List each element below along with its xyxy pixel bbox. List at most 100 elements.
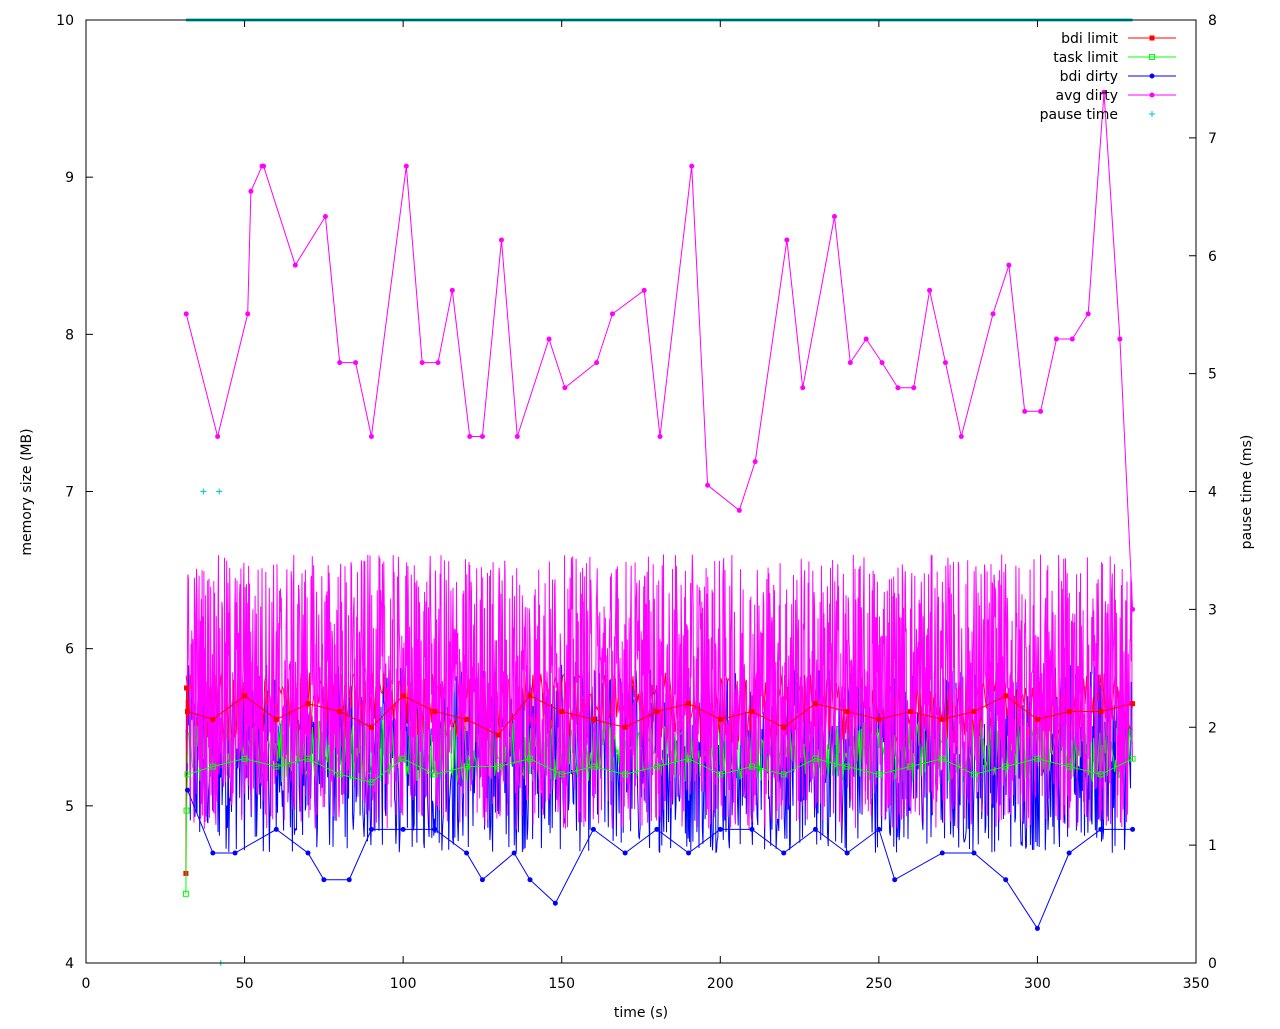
data-point	[432, 826, 438, 832]
data-point	[911, 385, 917, 391]
legend-item: bdi limit	[1061, 31, 1176, 47]
x-tick-label: 250	[865, 976, 892, 992]
data-point	[232, 850, 238, 856]
data-point	[784, 237, 790, 243]
data-point	[400, 693, 406, 699]
data-point	[958, 433, 964, 439]
data-point	[1149, 35, 1155, 41]
y2-tick-label: 8	[1208, 13, 1217, 29]
data-point	[622, 724, 628, 730]
data-point	[215, 433, 221, 439]
data-point	[464, 716, 470, 722]
x-tick-label: 200	[707, 976, 734, 992]
legend-item: bdi dirty	[1060, 69, 1176, 85]
data-point	[182, 890, 189, 897]
legend-item: pause time	[1040, 107, 1155, 123]
data-point	[590, 763, 597, 770]
data-point	[653, 763, 660, 770]
data-point	[562, 385, 568, 391]
data-point	[210, 850, 216, 856]
data-point	[322, 213, 328, 219]
y2-tick-label: 7	[1208, 131, 1217, 147]
data-point	[590, 716, 596, 722]
data-point	[495, 732, 501, 738]
data-point	[780, 771, 787, 778]
data-point	[464, 850, 470, 856]
data-point	[812, 701, 818, 707]
data-point	[495, 763, 502, 770]
data-point	[927, 287, 933, 293]
data-point	[273, 716, 279, 722]
data-point	[261, 163, 267, 169]
y-tick-label: 8	[65, 327, 74, 343]
data-point	[892, 877, 898, 883]
data-point	[273, 826, 279, 832]
data-point	[1149, 92, 1155, 98]
x-tick-label: 150	[548, 976, 575, 992]
data-point	[942, 360, 948, 366]
data-point	[1097, 771, 1104, 778]
data-point	[479, 433, 485, 439]
data-point	[971, 850, 977, 856]
data-point	[346, 877, 352, 883]
data-point	[305, 755, 311, 762]
data-point	[1022, 408, 1028, 414]
data-point	[685, 755, 692, 762]
data-point	[200, 488, 207, 495]
legend-label: bdi limit	[1061, 31, 1118, 47]
data-point	[1129, 755, 1136, 762]
data-point	[498, 237, 504, 243]
data-point	[1034, 716, 1040, 722]
x-tick-label: 0	[82, 976, 91, 992]
data-point	[990, 311, 996, 317]
data-point	[1066, 709, 1072, 715]
y2-tick-label: 0	[1208, 956, 1217, 972]
data-point	[749, 763, 755, 770]
data-point	[1130, 701, 1136, 707]
data-point	[939, 850, 945, 856]
data-point	[1149, 111, 1155, 117]
legend-label: task limit	[1053, 50, 1118, 66]
data-point	[1034, 925, 1040, 931]
data-point	[844, 850, 850, 856]
data-point	[1003, 877, 1009, 883]
data-point	[368, 826, 374, 832]
data-point	[1006, 262, 1012, 268]
x-tick-label: 350	[1183, 976, 1210, 992]
data-point	[368, 433, 374, 439]
data-point	[400, 755, 407, 762]
legend-item: avg dirty	[1055, 88, 1176, 104]
data-point	[654, 826, 660, 832]
legend-label: bdi dirty	[1060, 69, 1118, 85]
data-point	[1101, 89, 1107, 95]
data-point	[654, 709, 660, 715]
y2-tick-label: 2	[1208, 720, 1217, 736]
data-point	[863, 336, 869, 342]
data-point	[184, 787, 190, 793]
x-tick-label: 300	[1024, 976, 1051, 992]
y2-axis-label: pause time (ms)	[1239, 435, 1255, 550]
data-point	[245, 311, 251, 317]
avg-dirty-noise	[185, 554, 1134, 830]
data-point	[752, 459, 758, 465]
data-point	[337, 360, 343, 366]
data-point	[558, 771, 565, 778]
legend-label: pause time	[1040, 107, 1118, 123]
data-point	[400, 826, 406, 832]
data-point	[749, 826, 755, 832]
data-point	[847, 360, 853, 366]
data-point	[1034, 755, 1041, 762]
data-point	[895, 385, 901, 391]
data-point	[248, 188, 254, 194]
data-point	[800, 385, 806, 391]
y-tick-label: 10	[56, 13, 74, 29]
data-point	[657, 433, 663, 439]
data-point	[432, 709, 438, 715]
data-point	[431, 771, 438, 778]
data-point	[1085, 311, 1091, 317]
y2-tick-label: 5	[1208, 367, 1217, 383]
data-point	[449, 287, 455, 293]
data-point	[552, 900, 558, 906]
legend: bdi limit task limit bdi dirty avg dirty pau…	[1040, 31, 1176, 123]
